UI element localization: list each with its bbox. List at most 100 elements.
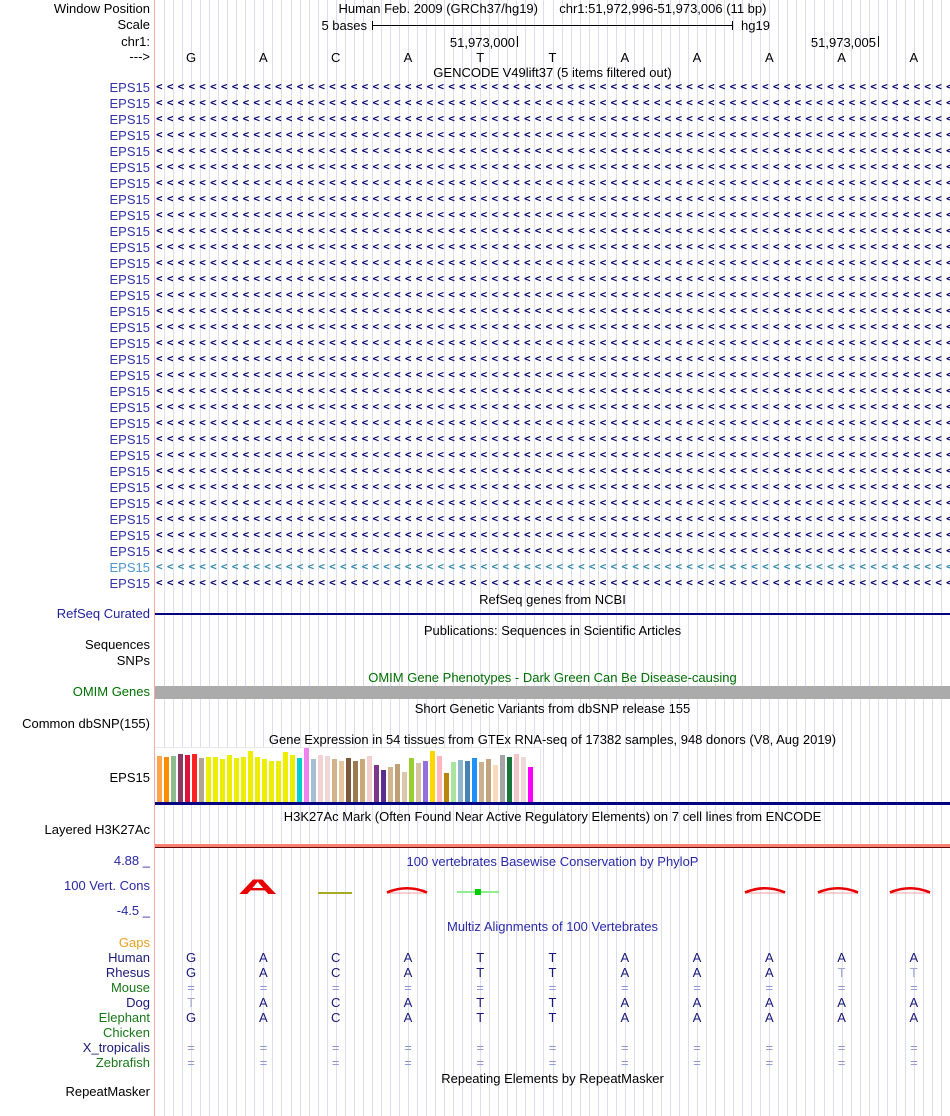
gtex-tissue-bar[interactable] xyxy=(339,761,344,803)
gencode-gene-label[interactable]: EPS15 xyxy=(109,80,150,95)
gtex-tissue-bar[interactable] xyxy=(178,754,183,803)
repeatmasker-label[interactable]: RepeatMasker xyxy=(65,1084,150,1099)
gencode-transcript-row[interactable]: <<<<<<<<<<<<<<<<<<<<<<<<<<<<<<<<<<<<<<<<… xyxy=(156,545,950,557)
gencode-transcript-row[interactable]: <<<<<<<<<<<<<<<<<<<<<<<<<<<<<<<<<<<<<<<<… xyxy=(156,353,950,365)
gtex-tissue-bar[interactable] xyxy=(255,757,260,803)
gencode-transcript-row[interactable]: <<<<<<<<<<<<<<<<<<<<<<<<<<<<<<<<<<<<<<<<… xyxy=(156,161,950,173)
gtex-tissue-bar[interactable] xyxy=(402,772,407,803)
gtex-tissue-bar[interactable] xyxy=(451,762,456,803)
gtex-tissue-bar[interactable] xyxy=(479,762,484,803)
gencode-transcript-row[interactable]: <<<<<<<<<<<<<<<<<<<<<<<<<<<<<<<<<<<<<<<<… xyxy=(156,369,950,381)
gencode-gene-label[interactable]: EPS15 xyxy=(109,336,150,351)
species-label-dog[interactable]: Dog xyxy=(126,995,150,1010)
gtex-tissue-bar[interactable] xyxy=(486,759,491,803)
gencode-transcript-row[interactable]: <<<<<<<<<<<<<<<<<<<<<<<<<<<<<<<<<<<<<<<<… xyxy=(156,129,950,141)
gtex-tissue-bar[interactable] xyxy=(437,756,442,803)
gencode-gene-label[interactable]: EPS15 xyxy=(109,560,150,575)
gtex-tissue-bar[interactable] xyxy=(325,756,330,803)
gencode-gene-label[interactable]: EPS15 xyxy=(109,96,150,111)
gtex-tissue-bar[interactable] xyxy=(430,751,435,803)
gencode-transcript-row[interactable]: <<<<<<<<<<<<<<<<<<<<<<<<<<<<<<<<<<<<<<<<… xyxy=(156,97,950,109)
refseq-gene-line[interactable] xyxy=(155,613,950,615)
gencode-gene-label[interactable]: EPS15 xyxy=(109,464,150,479)
species-label-human[interactable]: Human xyxy=(108,950,150,965)
gtex-tissue-bar[interactable] xyxy=(157,756,162,803)
gtex-tissue-bar[interactable] xyxy=(234,758,239,803)
gencode-gene-label[interactable]: EPS15 xyxy=(109,576,150,591)
refseq-curated-label[interactable]: RefSeq Curated xyxy=(56,606,150,621)
gtex-tissue-bar[interactable] xyxy=(367,756,372,803)
gtex-tissue-bar[interactable] xyxy=(353,761,358,803)
gencode-transcript-row[interactable]: <<<<<<<<<<<<<<<<<<<<<<<<<<<<<<<<<<<<<<<<… xyxy=(156,241,950,253)
species-label-rhesus[interactable]: Rhesus xyxy=(105,965,150,980)
omim-gene-bar[interactable] xyxy=(155,686,950,699)
gencode-gene-label[interactable]: EPS15 xyxy=(109,272,150,287)
gencode-gene-label[interactable]: EPS15 xyxy=(109,304,150,319)
gtex-tissue-bar[interactable] xyxy=(507,757,512,803)
gtex-tissue-bar[interactable] xyxy=(381,770,386,803)
gencode-gene-label[interactable]: EPS15 xyxy=(109,512,150,527)
gtex-tissue-bar[interactable] xyxy=(493,765,498,803)
gtex-tissue-bar[interactable] xyxy=(269,761,274,803)
gencode-transcript-row[interactable]: <<<<<<<<<<<<<<<<<<<<<<<<<<<<<<<<<<<<<<<<… xyxy=(156,305,950,317)
gtex-tissue-bar[interactable] xyxy=(374,765,379,803)
gtex-tissue-bar[interactable] xyxy=(297,758,302,803)
layered-h3k27ac-label[interactable]: Layered H3K27Ac xyxy=(44,822,150,837)
gtex-tissue-bar[interactable] xyxy=(395,764,400,803)
species-label-chicken[interactable]: Chicken xyxy=(103,1025,150,1040)
gtex-tissue-bar[interactable] xyxy=(416,763,421,803)
snps-label[interactable]: SNPs xyxy=(116,653,150,668)
gencode-transcript-row[interactable]: <<<<<<<<<<<<<<<<<<<<<<<<<<<<<<<<<<<<<<<<… xyxy=(156,145,950,157)
gencode-gene-label[interactable]: EPS15 xyxy=(109,160,150,175)
gencode-transcript-row[interactable]: <<<<<<<<<<<<<<<<<<<<<<<<<<<<<<<<<<<<<<<<… xyxy=(156,289,950,301)
gencode-gene-label[interactable]: EPS15 xyxy=(109,288,150,303)
gencode-gene-label[interactable]: EPS15 xyxy=(109,256,150,271)
species-label-gaps[interactable]: Gaps xyxy=(118,935,150,950)
gencode-transcript-row[interactable]: <<<<<<<<<<<<<<<<<<<<<<<<<<<<<<<<<<<<<<<<… xyxy=(156,257,950,269)
gtex-tissue-bar[interactable] xyxy=(458,760,463,803)
gencode-gene-label[interactable]: EPS15 xyxy=(109,128,150,143)
gencode-gene-label[interactable]: EPS15 xyxy=(109,320,150,335)
species-label-mouse[interactable]: Mouse xyxy=(110,980,150,995)
gencode-transcript-row[interactable]: <<<<<<<<<<<<<<<<<<<<<<<<<<<<<<<<<<<<<<<<… xyxy=(156,225,950,237)
gencode-gene-label[interactable]: EPS15 xyxy=(109,352,150,367)
gtex-tissue-bar[interactable] xyxy=(192,754,197,803)
gtex-tissue-bar[interactable] xyxy=(283,752,288,803)
gencode-transcript-row[interactable]: <<<<<<<<<<<<<<<<<<<<<<<<<<<<<<<<<<<<<<<<… xyxy=(156,497,950,509)
gencode-gene-label[interactable]: EPS15 xyxy=(109,368,150,383)
h3k27ac-signal-line[interactable] xyxy=(155,844,950,847)
gtex-tissue-bar[interactable] xyxy=(500,755,505,803)
gtex-tissue-bar[interactable] xyxy=(276,761,281,803)
gtex-tissue-bar[interactable] xyxy=(304,748,309,803)
gtex-tissue-bar[interactable] xyxy=(213,757,218,803)
gencode-transcript-row[interactable]: <<<<<<<<<<<<<<<<<<<<<<<<<<<<<<<<<<<<<<<<… xyxy=(156,177,950,189)
gencode-transcript-row[interactable]: <<<<<<<<<<<<<<<<<<<<<<<<<<<<<<<<<<<<<<<<… xyxy=(156,209,950,221)
gencode-gene-label[interactable]: EPS15 xyxy=(109,400,150,415)
omim-genes-label[interactable]: OMIM Genes xyxy=(72,684,150,699)
gtex-tissue-bar[interactable] xyxy=(346,758,351,803)
gencode-gene-label[interactable]: EPS15 xyxy=(109,208,150,223)
gencode-transcript-row[interactable]: <<<<<<<<<<<<<<<<<<<<<<<<<<<<<<<<<<<<<<<<… xyxy=(156,81,950,93)
gtex-tissue-bar[interactable] xyxy=(164,757,169,803)
gtex-tissue-bar[interactable] xyxy=(311,759,316,803)
species-label-zebrafish[interactable]: Zebrafish xyxy=(95,1055,150,1070)
gencode-gene-label[interactable]: EPS15 xyxy=(109,176,150,191)
gencode-gene-label[interactable]: EPS15 xyxy=(109,496,150,511)
gencode-transcript-row[interactable]: <<<<<<<<<<<<<<<<<<<<<<<<<<<<<<<<<<<<<<<<… xyxy=(156,513,950,525)
gencode-transcript-row[interactable]: <<<<<<<<<<<<<<<<<<<<<<<<<<<<<<<<<<<<<<<<… xyxy=(156,417,950,429)
sequences-label[interactable]: Sequences xyxy=(84,637,150,652)
gtex-tissue-bar[interactable] xyxy=(248,751,253,803)
gencode-gene-label[interactable]: EPS15 xyxy=(109,432,150,447)
gencode-gene-label[interactable]: EPS15 xyxy=(109,480,150,495)
gencode-gene-label[interactable]: EPS15 xyxy=(109,240,150,255)
gtex-tissue-bar[interactable] xyxy=(514,754,519,803)
gencode-gene-label[interactable]: EPS15 xyxy=(109,416,150,431)
gencode-gene-label[interactable]: EPS15 xyxy=(109,144,150,159)
gtex-tissue-bar[interactable] xyxy=(220,759,225,803)
gtex-gene-label[interactable]: EPS15 xyxy=(109,770,150,785)
gtex-tissue-bar[interactable] xyxy=(521,757,526,803)
gtex-tissue-bar[interactable] xyxy=(332,759,337,803)
gtex-tissue-bar[interactable] xyxy=(227,755,232,803)
gtex-tissue-bar[interactable] xyxy=(262,759,267,803)
gtex-tissue-bar[interactable] xyxy=(185,755,190,803)
